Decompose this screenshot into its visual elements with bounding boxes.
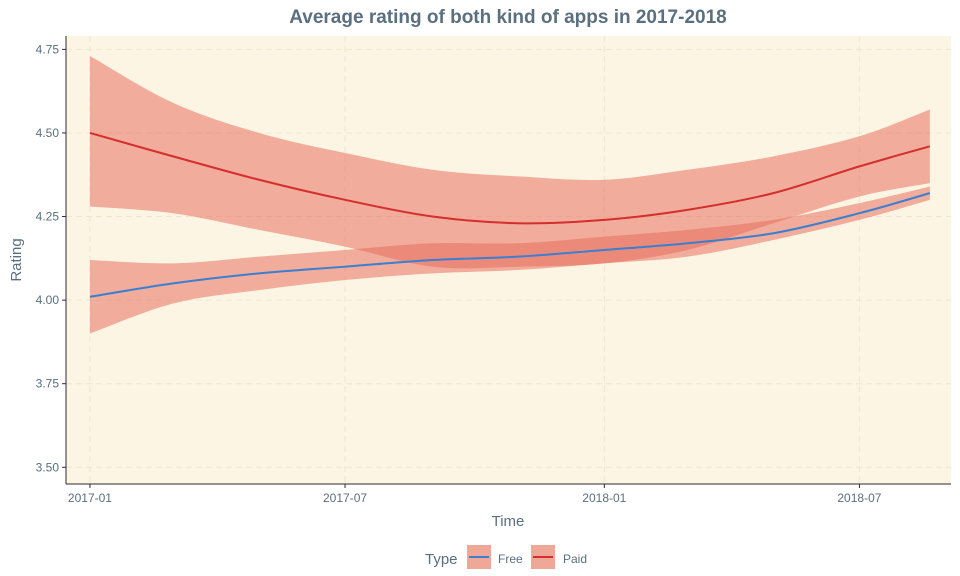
y-tick-label: 4.50 — [36, 126, 60, 140]
y-axis-ticks: 3.50 3.75 4.00 4.25 4.50 4.75 — [36, 42, 66, 474]
y-axis-title: Rating — [8, 238, 25, 281]
series-line-paid — [89, 131, 931, 225]
x-tick-label: 2018-07 — [837, 491, 881, 505]
x-tick-label: 2017-01 — [68, 491, 112, 505]
y-tick-label: 4.25 — [36, 210, 60, 224]
legend-title: Type — [425, 551, 458, 568]
series-lines — [89, 131, 931, 298]
confidence-bands — [89, 56, 930, 334]
x-axis-title: Time — [492, 513, 525, 530]
y-tick-label: 3.75 — [36, 377, 60, 391]
axes — [65, 36, 951, 485]
confidence-band-paid — [89, 56, 930, 269]
y-tick-label: 4.75 — [36, 42, 60, 56]
x-tick-label: 2018-01 — [582, 491, 626, 505]
legend: Type Free Paid — [425, 545, 587, 569]
legend-label-free: Free — [498, 552, 523, 566]
y-tick-label: 3.50 — [36, 460, 60, 474]
legend-label-paid: Paid — [563, 552, 587, 566]
x-tick-label: 2017-07 — [323, 491, 367, 505]
chart-title: Average rating of both kind of apps in 2… — [289, 7, 726, 28]
y-tick-label: 4.00 — [36, 293, 60, 307]
series-line-free — [89, 192, 931, 298]
x-axis-ticks: 2017-01 2017-07 2018-01 2018-07 — [68, 484, 882, 505]
